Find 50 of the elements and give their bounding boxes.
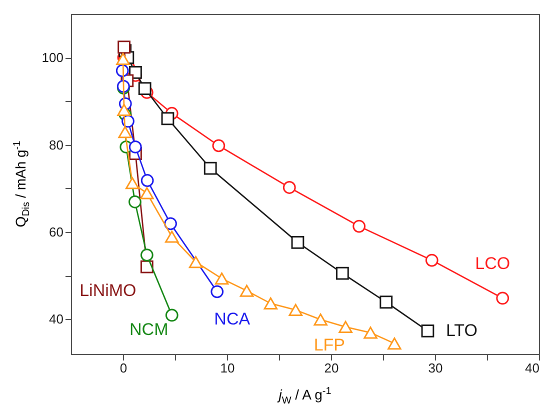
point [128,195,142,208]
point [128,140,142,154]
point [336,266,349,280]
point [118,126,132,138]
point [212,139,226,152]
point [264,297,278,310]
point [140,260,154,274]
point [352,220,366,233]
series-label: NCA [214,310,251,329]
y-tick-label: 80 [49,137,64,152]
point [118,40,130,54]
point [380,296,393,309]
point [288,304,303,316]
point [210,285,224,298]
point [138,82,152,95]
point [125,177,140,190]
point [291,236,304,249]
y-tick-label: 60 [49,224,64,240]
y-tick-label: 40 [49,312,64,327]
point [314,314,328,326]
point [214,272,229,285]
point [421,324,434,338]
x-tick-label: 10 [220,360,235,376]
series-label: LFP [314,336,346,355]
point [204,162,217,175]
point [496,292,510,305]
x-tick-label: 20 [324,360,339,376]
point [338,320,352,334]
series-label: NCM [130,320,168,340]
series-label: LiNiMO [80,280,136,300]
x-tick-label: 30 [428,360,443,376]
x-tick-label: 0 [120,360,128,376]
series-label: LCO [475,254,510,274]
x-axis-title: j$_{W}$ / A g$^{-1}$ [276,386,332,406]
point [165,308,178,322]
point [164,217,177,230]
point [188,256,203,268]
series-label: LTO [446,320,478,340]
point [140,174,154,187]
point [140,248,154,262]
y-tick-label: 100 [42,50,64,66]
point [282,181,296,194]
point [388,337,402,350]
x-tick-label: 40 [525,360,540,376]
point [165,230,179,243]
point [161,112,174,126]
point [240,284,254,297]
point [140,187,154,200]
point [425,254,438,267]
point [364,326,378,339]
